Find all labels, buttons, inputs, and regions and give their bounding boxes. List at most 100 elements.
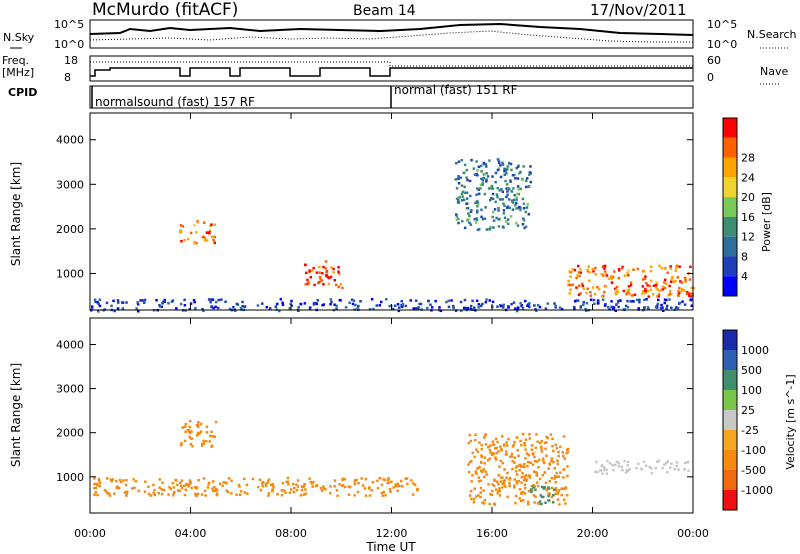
colorbar-swatch: [723, 370, 737, 390]
data-cell: [194, 307, 197, 310]
data-cell: [536, 484, 540, 488]
data-cell: [333, 303, 336, 306]
colorbar-swatch: [723, 390, 737, 410]
data-cell: [153, 493, 156, 497]
x-tick-label: 16:00: [476, 527, 508, 540]
data-cell: [186, 237, 190, 241]
data-cell: [159, 305, 162, 308]
data-cell: [610, 305, 613, 309]
data-cell: [524, 185, 528, 189]
data-cell: [604, 285, 608, 288]
data-cell: [617, 461, 620, 465]
data-cell: [657, 293, 661, 296]
data-cell: [489, 492, 492, 496]
data-cell: [96, 309, 100, 312]
data-cell: [612, 468, 615, 472]
data-cell: [396, 482, 400, 486]
data-cell: [235, 302, 239, 306]
data-cell: [666, 460, 669, 463]
data-cell: [464, 306, 468, 310]
data-cell: [497, 450, 500, 453]
data-cell: [620, 465, 624, 469]
data-cell: [510, 190, 514, 193]
data-cell: [125, 492, 129, 495]
data-cell: [581, 284, 585, 288]
data-cell: [649, 269, 653, 273]
data-cell: [490, 186, 493, 190]
data-cell: [517, 479, 520, 483]
data-cell: [502, 306, 505, 309]
data-cell: [514, 501, 517, 505]
data-cell: [660, 266, 664, 270]
data-cell: [173, 490, 176, 494]
cpid-mode-2: normal (fast) 151 RF: [394, 83, 518, 97]
data-cell: [397, 309, 401, 313]
data-cell: [512, 198, 516, 202]
data-cell: [459, 309, 463, 313]
data-cell: [528, 302, 531, 305]
data-cell: [417, 306, 420, 309]
data-cell: [579, 292, 582, 295]
data-cell: [325, 270, 328, 274]
data-cell: [187, 430, 191, 433]
data-cell: [137, 489, 141, 493]
data-cell: [497, 206, 500, 210]
colorbar-tick-label: -500: [741, 464, 766, 477]
data-cell: [210, 305, 213, 308]
data-cell: [600, 272, 603, 276]
data-cell: [457, 175, 460, 178]
data-cell: [162, 300, 165, 304]
data-cell: [488, 502, 491, 506]
data-cell: [496, 305, 499, 308]
data-cell: [485, 298, 488, 301]
x-tick-label: 12:00: [376, 527, 408, 540]
data-cell: [135, 307, 138, 310]
data-cell: [147, 492, 151, 496]
station-title: McMurdo (fitACF): [92, 0, 238, 20]
data-cell: [364, 477, 368, 481]
x-tick-label: 04:00: [175, 527, 207, 540]
data-cell: [292, 490, 296, 494]
data-cell: [477, 306, 480, 309]
data-cell: [492, 502, 496, 505]
data-cell: [183, 239, 186, 242]
data-cell: [675, 266, 678, 269]
data-cell: [668, 292, 672, 296]
data-cell: [567, 283, 570, 286]
data-cell: [532, 452, 535, 455]
data-cell: [513, 173, 516, 177]
data-cell: [311, 269, 314, 273]
data-cell: [455, 215, 459, 218]
data-cell: [426, 306, 429, 310]
data-cell: [476, 187, 479, 190]
data-cell: [401, 303, 405, 306]
data-cell: [209, 300, 212, 304]
data-cell: [340, 484, 344, 487]
data-cell: [238, 485, 241, 488]
data-cell: [508, 198, 511, 201]
data-cell: [315, 271, 319, 274]
data-cell: [161, 481, 164, 484]
data-cell: [624, 304, 628, 308]
colorbar-swatch: [723, 450, 737, 470]
data-cell: [465, 202, 468, 205]
data-cell: [589, 294, 592, 297]
data-cell: [412, 482, 415, 485]
data-cell: [167, 302, 170, 305]
data-cell: [594, 470, 597, 474]
data-cell: [457, 160, 461, 163]
data-cell: [550, 459, 553, 463]
data-cell: [525, 452, 529, 455]
data-cell: [562, 435, 566, 438]
data-cell: [475, 199, 479, 203]
data-cell: [523, 478, 526, 482]
data-cell: [461, 190, 465, 194]
data-cell: [481, 179, 485, 182]
data-cell: [552, 494, 555, 497]
data-cell: [337, 285, 340, 289]
data-cell: [333, 279, 336, 282]
colorbar-swatch: [723, 137, 737, 158]
data-cell: [178, 489, 181, 492]
data-cell: [668, 284, 671, 288]
data-cell: [516, 307, 520, 310]
